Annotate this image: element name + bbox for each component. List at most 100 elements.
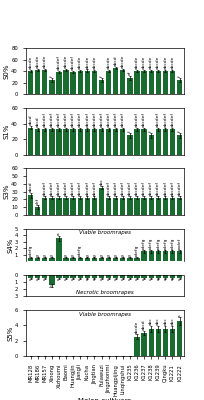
Text: c: c [155,277,160,280]
Bar [141,198,146,215]
Bar [162,275,167,278]
Bar [148,251,153,261]
Bar [127,275,132,278]
Text: abcdef: abcdef [134,180,138,196]
Y-axis label: S4%: S4% [7,237,13,252]
Text: c: c [43,277,47,280]
Text: Necrotic broomrapes: Necrotic broomrapes [76,290,133,295]
Text: abcdef: abcdef [141,180,145,196]
Text: abcde: abcde [78,56,82,69]
Text: abcde: abcde [141,56,145,69]
Bar [141,275,146,278]
Bar [148,329,153,356]
Text: abcde: abcde [106,56,110,69]
Text: abcdef: abcdef [155,180,160,196]
Y-axis label: S0%: S0% [4,64,10,79]
Text: abcdef: abcdef [78,180,82,196]
Text: Viable broomrapes: Viable broomrapes [79,312,130,317]
Text: c: c [141,277,145,280]
Bar [155,251,160,261]
Text: c: c [149,277,152,280]
Text: cdefg: cdefg [163,237,166,250]
Bar [63,258,68,261]
Bar [120,275,125,278]
Text: abcde: abcde [134,320,138,334]
Text: c: c [92,277,96,280]
Bar [77,71,82,94]
Text: abcdef: abcdef [57,180,61,196]
Bar [42,129,47,154]
Text: c: c [28,277,32,280]
Bar [77,275,82,278]
Text: cdefg: cdefg [149,237,152,250]
Text: abcdef: abcdef [43,112,47,127]
Bar [162,198,167,215]
Bar [91,129,97,154]
Text: f: f [99,76,103,77]
Bar [134,71,139,94]
Bar [56,72,61,94]
Bar [127,135,132,154]
Bar [155,275,160,278]
Text: abcd: abcd [113,56,117,66]
Text: g: g [127,254,131,257]
Text: a: a [177,314,181,317]
Bar [120,70,125,94]
Text: abcdef: abcdef [120,112,124,127]
Bar [84,129,90,154]
Text: cdefg: cdefg [28,244,32,257]
X-axis label: Melon cultivars: Melon cultivars [78,398,131,400]
Bar [148,275,153,278]
Text: abc: abc [149,318,152,325]
Bar [70,198,75,215]
Bar [155,329,160,356]
Text: abcdef: abcdef [57,55,61,70]
Bar [134,129,139,154]
Bar [127,78,132,94]
Text: abcd: abcd [141,319,145,330]
Bar [105,258,111,261]
Text: abcd: abcd [28,114,32,125]
Bar [162,129,167,154]
Bar [49,80,54,94]
Bar [77,258,82,261]
Text: abcdef: abcdef [106,180,110,196]
Bar [91,71,97,94]
Text: abcdef: abcdef [170,180,174,196]
Y-axis label: S3%: S3% [4,184,10,199]
Text: c: c [113,277,117,280]
Text: abcdef: abcdef [71,180,75,196]
Bar [176,275,181,278]
Bar [98,80,104,94]
Bar [35,258,40,261]
Bar [42,275,47,278]
Bar [176,251,181,261]
Bar [98,275,104,278]
Bar [141,129,146,154]
Bar [28,196,33,215]
Text: f: f [50,76,54,77]
Text: def: def [35,198,40,205]
Bar [84,275,90,278]
Bar [155,71,160,94]
Text: abcdef: abcdef [78,112,82,127]
Text: abcdef: abcdef [64,180,68,196]
Bar [169,129,174,154]
Text: abcde: abcde [85,55,89,68]
Bar [98,129,104,154]
Text: a: a [57,233,61,235]
Bar [56,238,61,261]
Bar [148,198,153,215]
Text: abcdef: abcdef [120,180,124,196]
Bar [84,258,90,261]
Bar [127,198,132,215]
Bar [77,198,82,215]
Text: abcde: abcde [43,54,47,68]
Bar [134,198,139,215]
Text: abcde: abcde [92,56,96,69]
Text: c: c [170,277,174,280]
Bar [91,198,97,215]
Bar [155,129,160,154]
Text: abcde: abcde [134,56,138,69]
Text: abc: abc [155,318,160,325]
